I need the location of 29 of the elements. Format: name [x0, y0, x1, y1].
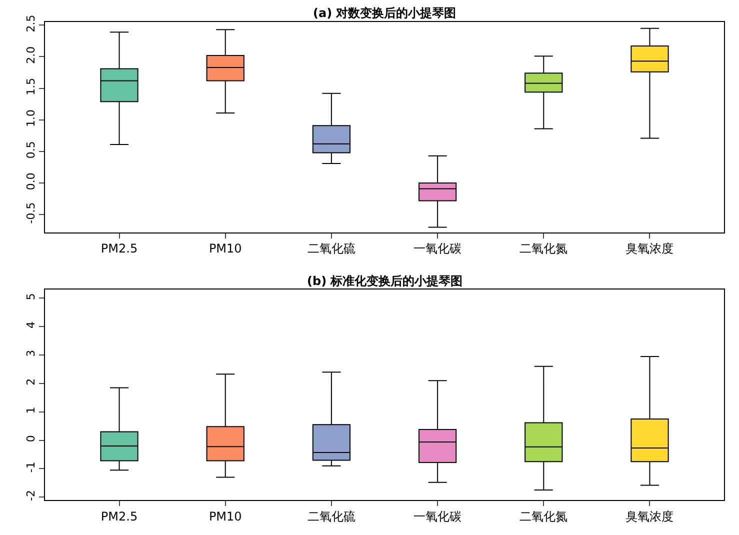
x-tick-label: PM2.5 — [100, 509, 138, 524]
x-tick-label: 一氧化碳 — [414, 242, 462, 256]
x-tick-label: 二氧化硫 — [307, 242, 356, 256]
y-tick-label: 0.0 — [24, 172, 38, 190]
y-tick-label: -2 — [24, 490, 38, 501]
x-tick-label: PM10 — [208, 509, 242, 524]
x-tick-label: PM10 — [208, 242, 242, 256]
y-tick-label: 4 — [24, 321, 38, 328]
y-tick-label: 1.0 — [24, 110, 38, 127]
y-tick-label: 2.5 — [24, 14, 38, 32]
y-tick-label: 5 — [24, 293, 38, 300]
chart-title: (a) 对数变换后的小提琴图 — [313, 6, 456, 20]
x-tick-label: 一氧化碳 — [414, 509, 462, 524]
y-tick-label: 0.5 — [24, 141, 38, 159]
chart-title: (b) 标准化变换后的小提琴图 — [307, 274, 463, 288]
x-tick-label: PM2.5 — [100, 242, 138, 256]
y-tick-label: 2 — [24, 378, 38, 386]
y-tick-label: 1.5 — [24, 78, 38, 96]
y-tick-label: -1 — [24, 462, 38, 473]
y-tick-label: -0.5 — [24, 202, 38, 224]
y-tick-label: 0 — [24, 435, 38, 442]
x-tick-label: 二氧化氮 — [520, 242, 568, 256]
y-tick-label: 1 — [24, 406, 38, 414]
x-tick-label: 二氧化硫 — [307, 509, 356, 524]
x-tick-label: 二氧化氮 — [520, 509, 568, 524]
y-tick-label: 2.0 — [24, 46, 38, 64]
y-tick-label: 3 — [24, 350, 38, 357]
x-tick-label: 臭氧浓度 — [626, 242, 674, 256]
x-tick-label: 臭氧浓度 — [626, 509, 674, 524]
